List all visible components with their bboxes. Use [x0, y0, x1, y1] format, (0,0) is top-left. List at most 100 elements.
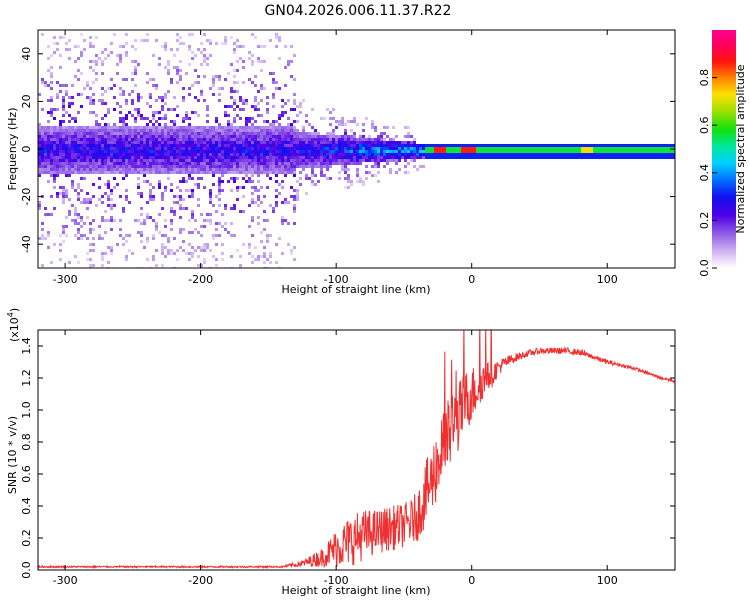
y-tick-label: 20: [20, 94, 33, 108]
heatmap-cell: [398, 168, 401, 171]
heatmap-cell: [218, 135, 221, 138]
heatmap-cell: [632, 153, 635, 156]
heatmap-cell: [281, 132, 284, 135]
heatmap-cell: [38, 132, 41, 135]
heatmap-cell: [122, 168, 125, 171]
heatmap-cell: [218, 171, 221, 174]
heatmap-cell: [167, 135, 170, 138]
heatmap-cell: [341, 159, 344, 162]
heatmap-cell: [650, 153, 653, 156]
heatmap-cell: [50, 141, 53, 144]
heatmap-cell: [371, 156, 374, 159]
heatmap-cell: [647, 153, 650, 156]
heatmap-cell: [290, 108, 293, 111]
heatmap-cell: [218, 138, 221, 141]
heatmap-cell: [200, 126, 203, 129]
heatmap-cell: [65, 90, 68, 93]
heatmap-cell: [125, 51, 128, 54]
heatmap-cell: [308, 123, 311, 126]
heatmap-cell: [254, 144, 257, 147]
heatmap-cell: [197, 147, 200, 150]
heatmap-cell: [224, 42, 227, 45]
heatmap-cell: [74, 147, 77, 150]
heatmap-cell: [95, 63, 98, 66]
heatmap-cell: [56, 93, 59, 96]
heatmap-cell: [155, 165, 158, 168]
heatmap-cell: [281, 150, 284, 153]
heatmap-cell: [62, 144, 65, 147]
heatmap-cell: [143, 141, 146, 144]
heatmap-cell: [227, 120, 230, 123]
heatmap-cell: [302, 165, 305, 168]
heatmap-cell: [371, 147, 374, 150]
heatmap-cell: [62, 150, 65, 153]
heatmap-cell: [395, 159, 398, 162]
heatmap-cell: [101, 168, 104, 171]
heatmap-cell: [74, 135, 77, 138]
heatmap-cell: [92, 165, 95, 168]
heatmap-cell: [152, 237, 155, 240]
heatmap-cell: [74, 120, 77, 123]
heatmap-cell: [89, 231, 92, 234]
heatmap-cell: [200, 171, 203, 174]
heatmap-cell: [80, 144, 83, 147]
heatmap-cell: [173, 141, 176, 144]
heatmap-cell: [131, 135, 134, 138]
heatmap-cell: [116, 162, 119, 165]
heatmap-cell: [119, 105, 122, 108]
heatmap-cell: [83, 162, 86, 165]
heatmap-cell: [323, 159, 326, 162]
heatmap-cell: [569, 147, 572, 150]
heatmap-cell: [125, 144, 128, 147]
heatmap-cell: [200, 213, 203, 216]
heatmap-cell: [107, 132, 110, 135]
heatmap-cell: [371, 123, 374, 126]
heatmap-cell: [101, 87, 104, 90]
heatmap-cell: [590, 153, 593, 156]
heatmap-cell: [536, 150, 539, 153]
heatmap-cell: [251, 162, 254, 165]
heatmap-cell: [74, 219, 77, 222]
heatmap-cell: [245, 102, 248, 105]
heatmap-cell: [194, 129, 197, 132]
heatmap-cell: [236, 60, 239, 63]
heatmap-cell: [236, 138, 239, 141]
heatmap-cell: [236, 90, 239, 93]
heatmap-cell: [233, 117, 236, 120]
heatmap-cell: [299, 135, 302, 138]
snr-xlabel: Height of straight line (km): [281, 584, 430, 597]
heatmap-cell: [77, 186, 80, 189]
heatmap-cell: [233, 180, 236, 183]
heatmap-cell: [563, 156, 566, 159]
heatmap-cell: [359, 141, 362, 144]
heatmap-cell: [197, 183, 200, 186]
heatmap-cell: [605, 147, 608, 150]
heatmap-cell: [125, 162, 128, 165]
heatmap-cell: [74, 60, 77, 63]
heatmap-cell: [401, 156, 404, 159]
heatmap-cell: [215, 129, 218, 132]
heatmap-cell: [536, 144, 539, 147]
heatmap-cell: [335, 141, 338, 144]
heatmap-cell: [275, 189, 278, 192]
heatmap-cell: [53, 117, 56, 120]
heatmap-cell: [110, 156, 113, 159]
heatmap-cell: [188, 252, 191, 255]
heatmap-cell: [350, 159, 353, 162]
heatmap-cell: [293, 99, 296, 102]
heatmap-cell: [47, 147, 50, 150]
heatmap-cell: [263, 228, 266, 231]
heatmap-cell: [119, 132, 122, 135]
heatmap-cell: [326, 108, 329, 111]
heatmap-cell: [299, 138, 302, 141]
heatmap-cell: [380, 159, 383, 162]
heatmap-cell: [260, 168, 263, 171]
heatmap-cell: [188, 123, 191, 126]
heatmap-cell: [158, 162, 161, 165]
heatmap-cell: [89, 36, 92, 39]
heatmap-cell: [152, 144, 155, 147]
heatmap-cell: [119, 126, 122, 129]
heatmap-cell: [155, 156, 158, 159]
heatmap-cell: [140, 156, 143, 159]
heatmap-cell: [188, 93, 191, 96]
